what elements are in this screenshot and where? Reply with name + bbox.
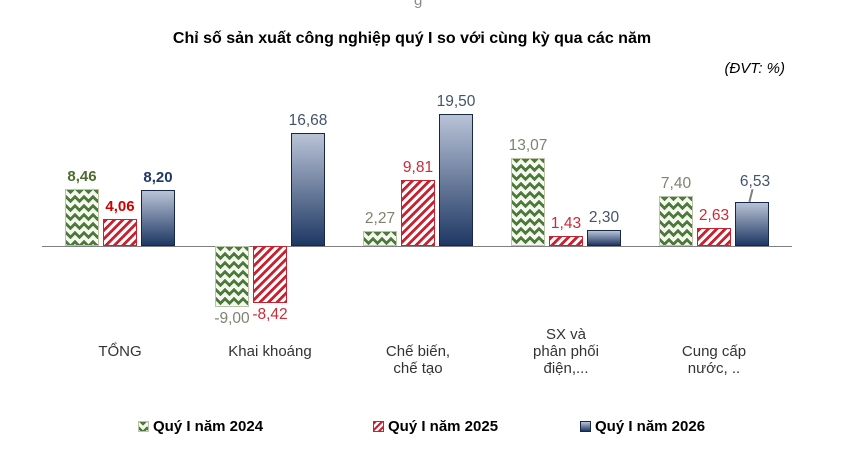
x-axis-line [42, 246, 792, 247]
value-label: 19,50 [436, 92, 476, 110]
legend-swatch-red-hatch-icon [373, 420, 384, 432]
value-label: 8,20 [143, 169, 173, 187]
legend-swatch-green-diamond-icon [138, 420, 149, 432]
value-label: -8,42 [252, 306, 288, 323]
chart-title: Chỉ số sản xuất công nghiệp quý I so với… [172, 30, 652, 47]
category-label: Chế biến, chế tạo [385, 343, 451, 377]
unit-note: (ĐVT: %) [724, 60, 785, 77]
bar-red-hatch-cat0 [103, 218, 137, 246]
value-label: 2,30 [588, 209, 620, 227]
category-label: Cung cấp nước, .. [681, 343, 747, 377]
category-label: Khai khoáng [228, 343, 312, 360]
value-label: 8,46 [67, 167, 97, 185]
bar-red-hatch-cat1 [253, 246, 287, 303]
value-label: 9,81 [402, 158, 434, 176]
bar-blue-gradient-cat1 [291, 133, 325, 246]
bar-red-hatch-cat2 [401, 179, 435, 246]
bar-green-diamond-cat3 [511, 157, 545, 246]
value-label: 2,63 [698, 207, 730, 225]
bar-red-hatch-cat3 [549, 236, 583, 246]
bar-blue-gradient-cat2 [439, 113, 473, 246]
legend-label: Quý I năm 2024 [153, 417, 264, 435]
category-label: TỔNG [98, 343, 142, 360]
legend-label: Quý I năm 2026 [595, 417, 706, 435]
value-label: 4,06 [105, 197, 135, 215]
legend-item-red-hatch: Quý I năm 2025 [373, 416, 498, 436]
bar-green-diamond-cat0 [65, 188, 99, 246]
value-label: 2,27 [364, 209, 396, 227]
category-label: SX và phân phối điện,... [533, 326, 599, 377]
bar-green-diamond-cat1 [215, 246, 249, 307]
bar-blue-gradient-cat4 [735, 201, 769, 246]
legend-item-green-diamond: Quý I năm 2024 [138, 416, 263, 436]
bar-green-diamond-cat2 [363, 230, 397, 246]
bar-blue-gradient-cat3 [587, 230, 621, 246]
bar-green-diamond-cat4 [659, 195, 693, 246]
value-label: 7,40 [660, 174, 692, 192]
bar-red-hatch-cat4 [697, 228, 731, 246]
value-label: 1,43 [550, 215, 582, 233]
legend-swatch-blue-gradient-icon [580, 420, 591, 432]
value-label: -9,00 [214, 309, 250, 327]
value-label: 13,07 [508, 136, 548, 154]
value-label: 6,53 [739, 172, 771, 190]
bar-blue-gradient-cat0 [141, 190, 175, 246]
legend-label: Quý I năm 2025 [388, 417, 499, 435]
value-label: 16,68 [288, 112, 328, 130]
cropped-text-fragment: g [414, 0, 423, 9]
legend-item-blue-gradient: Quý I năm 2026 [580, 416, 705, 436]
